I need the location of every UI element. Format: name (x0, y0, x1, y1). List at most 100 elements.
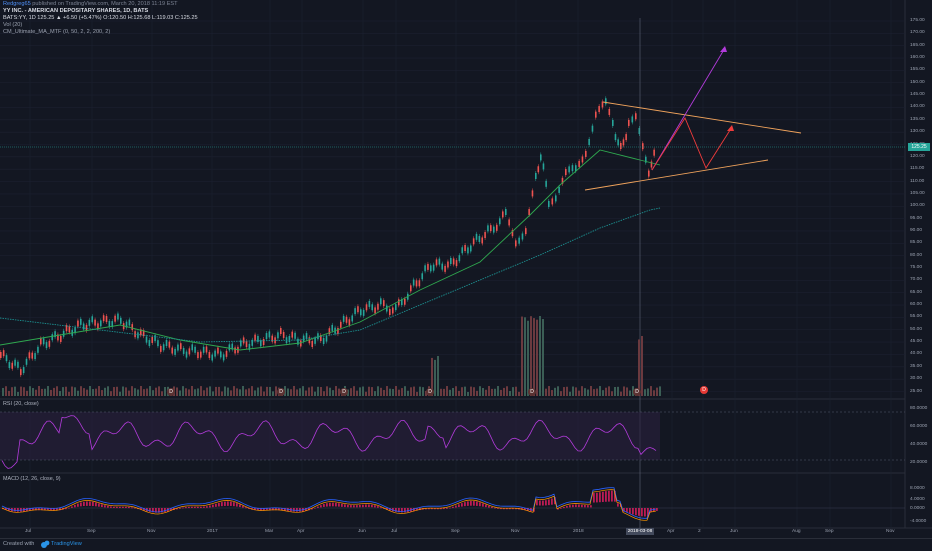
macd-hist-bar (599, 492, 601, 503)
candle-body (328, 328, 331, 335)
volume-bar (272, 391, 274, 396)
candle-body (151, 336, 154, 343)
volume-bar (203, 390, 205, 396)
volume-bar (29, 386, 31, 396)
volume-bar (650, 386, 652, 396)
price-tick-label: 95.00 (910, 215, 923, 221)
volume-bar (98, 386, 100, 396)
volume-bar (443, 388, 445, 396)
candle-body (185, 351, 188, 358)
candle-body (205, 346, 208, 353)
macd-hist-bar (482, 503, 484, 507)
candle-body (174, 348, 176, 355)
macd-hist-bar (386, 508, 388, 510)
candle-body (297, 338, 299, 345)
volume-bar (500, 389, 502, 396)
volume-bar (35, 389, 37, 396)
macd-hist-bar (359, 504, 361, 508)
candle-body (165, 340, 168, 347)
candle-body (40, 338, 42, 345)
macd-hist-bar (353, 505, 355, 508)
dividend-event-icon[interactable]: D (167, 388, 175, 396)
volume-bar (251, 386, 253, 396)
candle-body (548, 200, 550, 207)
price-tick-label: 115.00 (910, 166, 925, 172)
volume-bar (224, 386, 226, 396)
candle-body (291, 331, 294, 338)
candle-body (2, 350, 5, 357)
dividend-event-icon[interactable]: D (700, 386, 708, 394)
volume-bar (242, 386, 244, 396)
dividend-event-icon[interactable]: D (633, 388, 641, 396)
volume-bar (200, 386, 202, 396)
volume-bar (491, 388, 493, 396)
price-tick-label: 60.00 (910, 302, 923, 308)
rsi-label[interactable]: RSI (20, close) (3, 401, 39, 407)
volume-bar (638, 339, 640, 396)
volume-bar (488, 386, 490, 396)
volume-indicator-label[interactable]: Vol (20) (3, 22, 23, 28)
macd-hist-bar (401, 508, 403, 513)
footer-brand[interactable]: TradingView (51, 541, 82, 547)
volume-bar (20, 386, 22, 396)
volume-bar (23, 387, 25, 396)
candle-body (444, 265, 446, 272)
candle-body (653, 149, 655, 156)
dividend-event-icon[interactable]: D (340, 388, 348, 396)
last-price-tag: 125.25 (908, 143, 930, 151)
candle-body (94, 319, 96, 326)
ma-indicator-label[interactable]: CM_Ultimate_MA_MTF (0, 50, 2, 2, 200, 2) (3, 29, 111, 35)
price-tick-label: 135.00 (910, 116, 925, 122)
volume-bar (563, 387, 565, 396)
candle-body (162, 344, 165, 351)
macd-hist-bar (593, 493, 595, 503)
candle-body (305, 333, 308, 340)
macd-hist-bar (152, 508, 154, 513)
volume-bar (629, 390, 631, 396)
macd-hist-bar (149, 508, 151, 512)
candle-body (591, 125, 594, 132)
volume-bar (545, 388, 547, 396)
volume-bar (389, 388, 391, 396)
candle-body (314, 337, 316, 344)
macd-hist-bar (524, 508, 526, 511)
volume-bar (62, 387, 64, 396)
candle-body (242, 337, 245, 344)
macd-hist-bar (176, 508, 178, 510)
volume-bar (626, 387, 628, 396)
macd-hist-bar (188, 506, 190, 509)
volume-bar (38, 386, 40, 396)
volume-bar (47, 386, 49, 396)
macd-hist-bar (365, 504, 367, 508)
macd-hist-bar (158, 508, 160, 513)
candle-body (392, 307, 394, 314)
author-link[interactable]: Redgreg65 (3, 1, 31, 7)
macd-label[interactable]: MACD (12, 26, close, 9) (3, 476, 61, 482)
candle-body (0, 352, 2, 358)
volume-bar (311, 386, 313, 396)
macd-hist-bar (473, 501, 475, 506)
macd-hist-bar (278, 508, 280, 511)
volume-bar (83, 388, 85, 396)
dividend-event-icon[interactable]: D (426, 388, 434, 396)
volume-bar (656, 387, 658, 396)
candle-body (191, 344, 194, 351)
macd-hist-bar (374, 505, 376, 508)
macd-hist-bar (47, 508, 49, 511)
dividend-event-icon[interactable]: D (277, 388, 285, 396)
volume-bar (623, 386, 625, 396)
candle-body (100, 320, 102, 327)
volume-bar (653, 390, 655, 396)
time-tick-label: Sep (87, 529, 96, 534)
volume-bar (233, 386, 235, 396)
volume-bar (158, 386, 160, 396)
volume-bar (134, 388, 136, 396)
candle-body (131, 324, 134, 331)
candle-body (45, 342, 48, 349)
dividend-event-icon[interactable]: D (528, 388, 536, 396)
candle-body (340, 321, 342, 328)
volume-bar (548, 386, 550, 396)
macd-hist-bar (542, 500, 544, 506)
